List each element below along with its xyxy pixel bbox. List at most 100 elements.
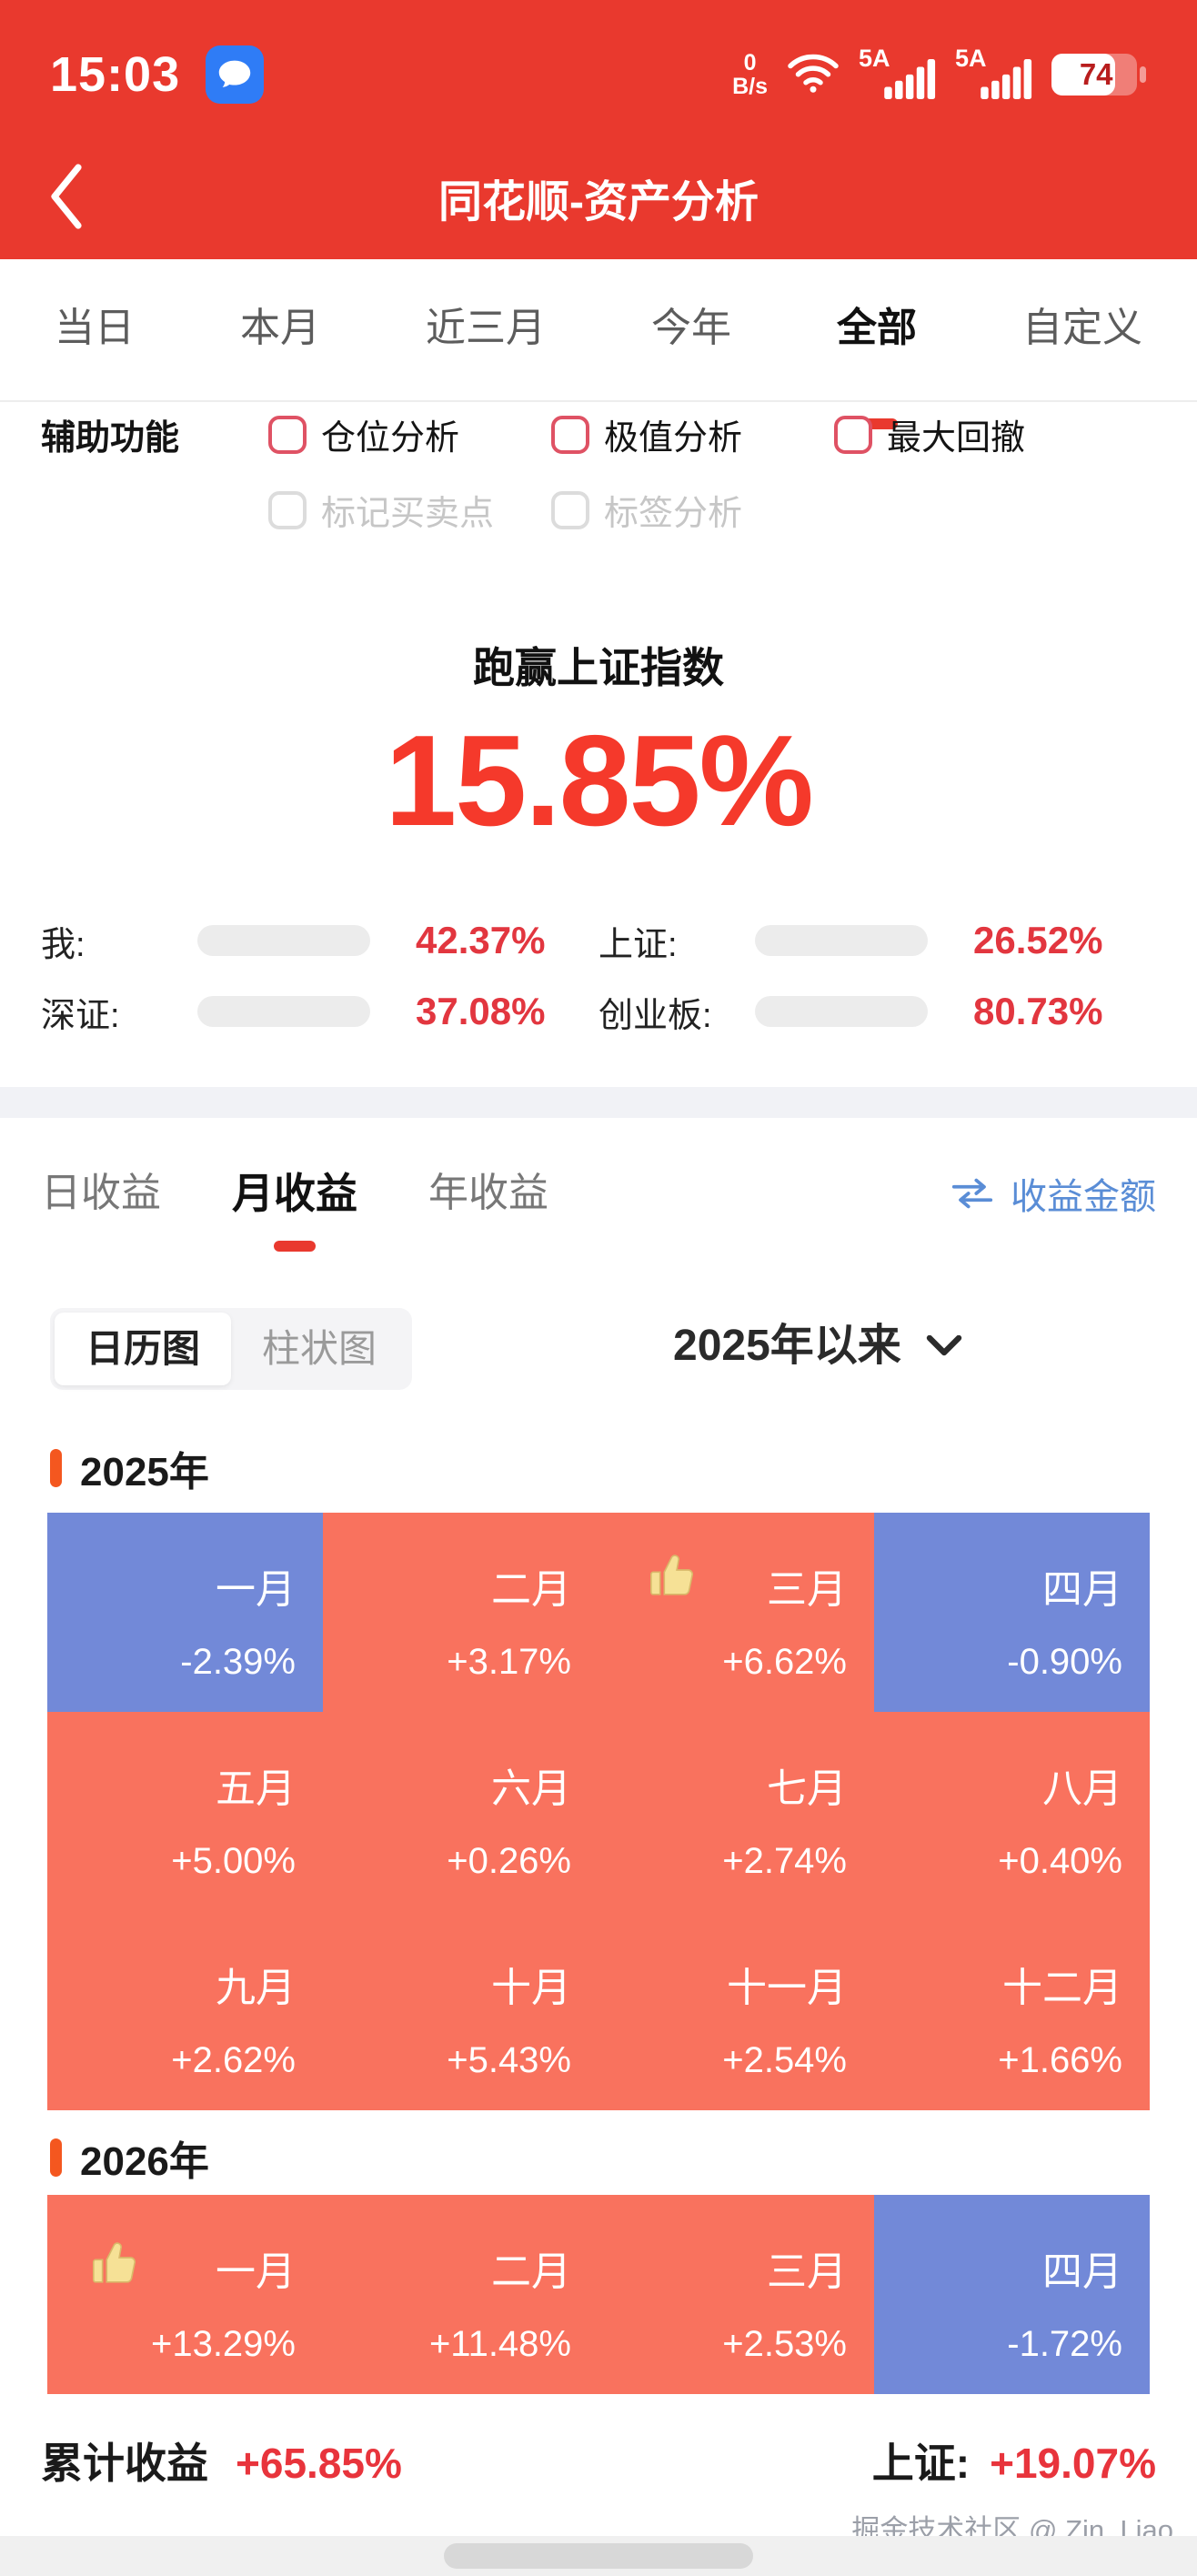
checkbox-extreme-analysis[interactable]: 极值分析 [551,409,834,459]
period-tab-bar: 当日 本月 近三月 今年 全部 自定义 [0,259,1197,402]
progress-track [755,996,928,1027]
calendar-cell[interactable]: 一月 -2.39% [47,1513,323,1712]
chart-type-segmented-control: 日历图 柱状图 [50,1308,413,1390]
nav-bar: 同花顺-资产分析 [0,136,1197,259]
checkbox-icon[interactable] [268,490,307,529]
cellular-signal-sim2-icon: 5A [955,45,1033,101]
calendar-cell[interactable]: 六月 +0.26% [323,1712,598,1911]
tab-monthly-income[interactable]: 月收益 [232,1148,357,1239]
calendar-cell[interactable]: 十二月 +1.66% [874,1911,1150,2110]
summary-row: 累计收益 +65.85% 上证: +19.07% [41,2430,1156,2487]
calendar-cell[interactable]: 十一月 +2.54% [598,1911,874,2110]
month-return: +1.66% [998,2040,1122,2080]
calendar-cell[interactable]: 二月 +11.48% [323,2195,598,2394]
year-header-2025: 2025年 [50,1439,1197,1497]
checkbox-mark-trades[interactable]: 标记买卖点 [268,485,551,535]
tab-all[interactable]: 全部 [837,305,917,400]
calendar-cell[interactable]: 五月 +5.00% [47,1712,323,1911]
checkbox-icon[interactable] [834,415,872,454]
cumulative-return-value: +65.85% [236,2440,402,2487]
month-label: 三月 [767,2249,847,2294]
month-return: +2.74% [722,1841,847,1881]
month-return: +11.48% [428,2324,571,2364]
tab-today[interactable]: 当日 [55,306,135,350]
month-return: -0.90% [1007,1642,1122,1682]
tab-this-year[interactable]: 今年 [651,306,731,350]
checkbox-position-analysis[interactable]: 仓位分析 [268,409,551,459]
sse-index-value: +19.07% [990,2440,1156,2487]
swap-arrows-icon [951,1178,993,1209]
tab-yearly-income[interactable]: 年收益 [428,1171,548,1215]
cellular-signal-sim1-icon: 5A [859,45,937,101]
month-return: +6.62% [722,1642,847,1682]
calendar-cell[interactable]: 八月 +0.40% [874,1712,1150,1911]
wifi-icon [786,51,840,99]
month-label: 三月 [767,1567,847,1612]
tab-custom[interactable]: 自定义 [1022,306,1142,350]
checkbox-icon[interactable] [268,415,307,454]
calendar-cell[interactable]: 二月 +3.17% [323,1513,598,1712]
back-button[interactable] [47,162,84,231]
calendar-grid-2026: 一月 +13.29% 二月 +11.48% 三月 +2.53% 四月 -1.72… [47,2195,1150,2394]
progress-track [755,925,928,956]
tab-three-months[interactable]: 近三月 [426,306,546,350]
income-amount-toggle[interactable]: 收益金额 [949,1167,1156,1220]
month-label: 十一月 [727,1966,847,2010]
compare-row-szse: 深证: 37.08% [41,990,546,1035]
aux-functions-label: 辅助功能 [41,419,180,458]
month-label: 五月 [216,1766,296,1811]
month-return: +2.54% [722,2040,847,2080]
hero-outperformance-value: 15.85% [385,709,814,853]
month-return: +0.26% [447,1841,571,1881]
calendar-cell[interactable]: 四月 -1.72% [874,2195,1150,2394]
range-dropdown[interactable]: 2025年以来 [673,1321,963,1372]
calendar-cell[interactable]: 九月 +2.62% [47,1911,323,2110]
year-header-2026: 2026年 [50,2128,1197,2187]
month-label: 八月 [1042,1766,1122,1811]
month-return: +3.17% [447,1642,571,1682]
status-bar: 15:03 0 B/s 5A [0,0,1197,136]
calendar-cell-best[interactable]: 一月 +13.29% [47,2195,323,2394]
month-label: 九月 [216,1966,296,2010]
tab-this-month[interactable]: 本月 [240,306,320,350]
calendar-cell[interactable]: 十月 +5.43% [323,1911,598,2110]
tab-daily-income[interactable]: 日收益 [41,1171,161,1215]
bottom-bar [0,2536,1197,2576]
checkbox-icon[interactable] [551,415,589,454]
calendar-grid-2025: 一月 -2.39% 二月 +3.17% 三月 +6.62% 四月 -0.90% … [47,1513,1150,2110]
calendar-cell-best[interactable]: 三月 +6.62% [598,1513,874,1712]
home-indicator[interactable] [444,2543,753,2569]
month-label: 一月 [216,2249,296,2294]
checkbox-tag-analysis[interactable]: 标签分析 [551,485,834,535]
month-return: +2.53% [722,2324,847,2364]
calendar-cell[interactable]: 四月 -0.90% [874,1513,1150,1712]
year-marker [50,2138,62,2177]
month-label: 七月 [767,1766,847,1811]
month-label: 十月 [491,1966,571,2010]
year-marker [50,1449,62,1487]
clock: 15:03 [50,47,181,102]
month-return: -2.39% [180,1642,296,1682]
checkbox-max-drawdown[interactable]: 最大回撤 [834,409,1117,459]
income-tab-bar: 日收益 月收益 年收益 收益金额 [41,1148,1156,1239]
month-label: 二月 [491,2249,571,2294]
battery-icon: 74 [1051,54,1146,96]
section-divider [0,1087,1197,1118]
compare-row-me: 我: 42.37% [41,919,546,964]
month-label: 二月 [491,1567,571,1612]
month-return: +5.00% [171,1841,296,1881]
progress-track [197,996,370,1027]
calendar-cell[interactable]: 三月 +2.53% [598,2195,874,2394]
index-comparison: 我: 42.37% 上证: 26.52% 深证: 37.08% 创业板: 80.… [41,905,1156,1047]
chevron-down-icon [926,1335,961,1356]
aux-functions-section: 辅助功能 仓位分析 极值分析 最大回撤 标记买卖点 标签分析 [41,409,1197,535]
segment-calendar-view[interactable]: 日历图 [55,1313,232,1385]
month-return: +13.29% [150,2324,296,2364]
month-label: 四月 [1042,2249,1122,2294]
calendar-cell[interactable]: 七月 +2.74% [598,1712,874,1911]
segment-bar-view[interactable]: 柱状图 [262,1327,377,1370]
hero-caption: 跑赢上证指数 [473,644,724,691]
checkbox-icon[interactable] [551,490,589,529]
compare-row-sse: 上证: 26.52% [598,919,1103,964]
month-label: 一月 [216,1567,296,1612]
